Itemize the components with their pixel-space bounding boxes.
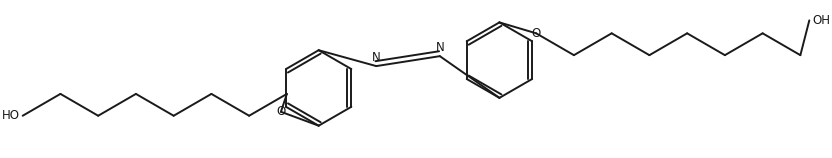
Text: O: O — [532, 27, 541, 40]
Text: HO: HO — [2, 109, 20, 122]
Text: N: N — [435, 41, 444, 54]
Text: N: N — [372, 51, 381, 64]
Text: O: O — [276, 105, 285, 118]
Text: OH: OH — [812, 14, 830, 27]
